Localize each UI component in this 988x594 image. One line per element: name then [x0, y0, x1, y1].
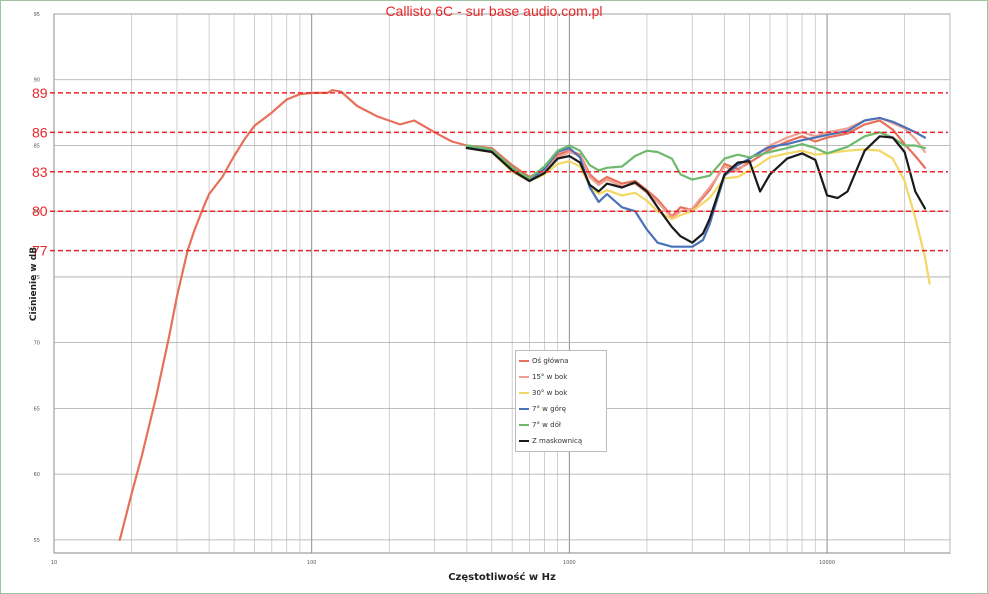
series-line: [465, 131, 927, 181]
chart-legend: Oś główna 15° w bok 30° w bok 7° w górę 7° w…: [515, 350, 607, 452]
y-tick-label: 85: [34, 143, 40, 149]
y-tick-label: 60: [34, 472, 40, 478]
legend-label: Oś główna: [532, 357, 569, 365]
legend-label: 15° w bok: [532, 373, 568, 381]
chart-title: Callisto 6C - sur base audio.com.pl: [385, 3, 603, 19]
legend-item: 7° w górę: [519, 401, 604, 417]
legend-item: 15° w bok: [519, 369, 604, 385]
y-tick-label: 55: [34, 538, 40, 544]
y-axis-title: Ciśnienie w dB: [28, 247, 39, 321]
series-line: [465, 135, 927, 244]
legend-label: Z maskownicą: [532, 437, 583, 445]
x-tick-label: 100: [307, 560, 317, 566]
legend-swatch: [519, 376, 529, 378]
x-tick-label: 1000: [563, 560, 576, 566]
y-tick-label: 65: [34, 406, 40, 412]
legend-item: 30° w bok: [519, 385, 604, 401]
legend-label: 7° w górę: [532, 405, 567, 413]
x-tick-label: 10000: [819, 560, 835, 566]
legend-item: 7° w dół: [519, 417, 604, 433]
y-tick-label: 80: [34, 209, 40, 215]
legend-swatch: [519, 408, 529, 410]
y-tick-label: 70: [34, 341, 40, 347]
legend-item: Z maskownicą: [519, 433, 604, 449]
x-tick-label: 10: [51, 560, 57, 566]
y-tick-label: 95: [34, 12, 40, 18]
reference-line-label: 86: [32, 124, 48, 140]
legend-item: Oś główna: [519, 353, 604, 369]
series-line: [465, 116, 927, 248]
y-tick-label: 90: [34, 78, 40, 84]
reference-line-label: 89: [32, 85, 48, 101]
reference-line-label: 80: [32, 203, 48, 219]
reference-line-label: 77: [32, 243, 48, 259]
legend-swatch: [519, 360, 529, 362]
legend-label: 7° w dół: [532, 421, 561, 429]
y-tick-label: 75: [34, 275, 40, 281]
legend-swatch: [519, 440, 529, 442]
plot-area: [53, 13, 951, 554]
series-line: [465, 116, 927, 219]
legend-label: 30° w bok: [532, 389, 568, 397]
legend-swatch: [519, 424, 529, 426]
legend-swatch: [519, 392, 529, 394]
reference-line-label: 83: [32, 164, 48, 180]
x-axis-title: Częstotliwość w Hz: [448, 571, 556, 583]
